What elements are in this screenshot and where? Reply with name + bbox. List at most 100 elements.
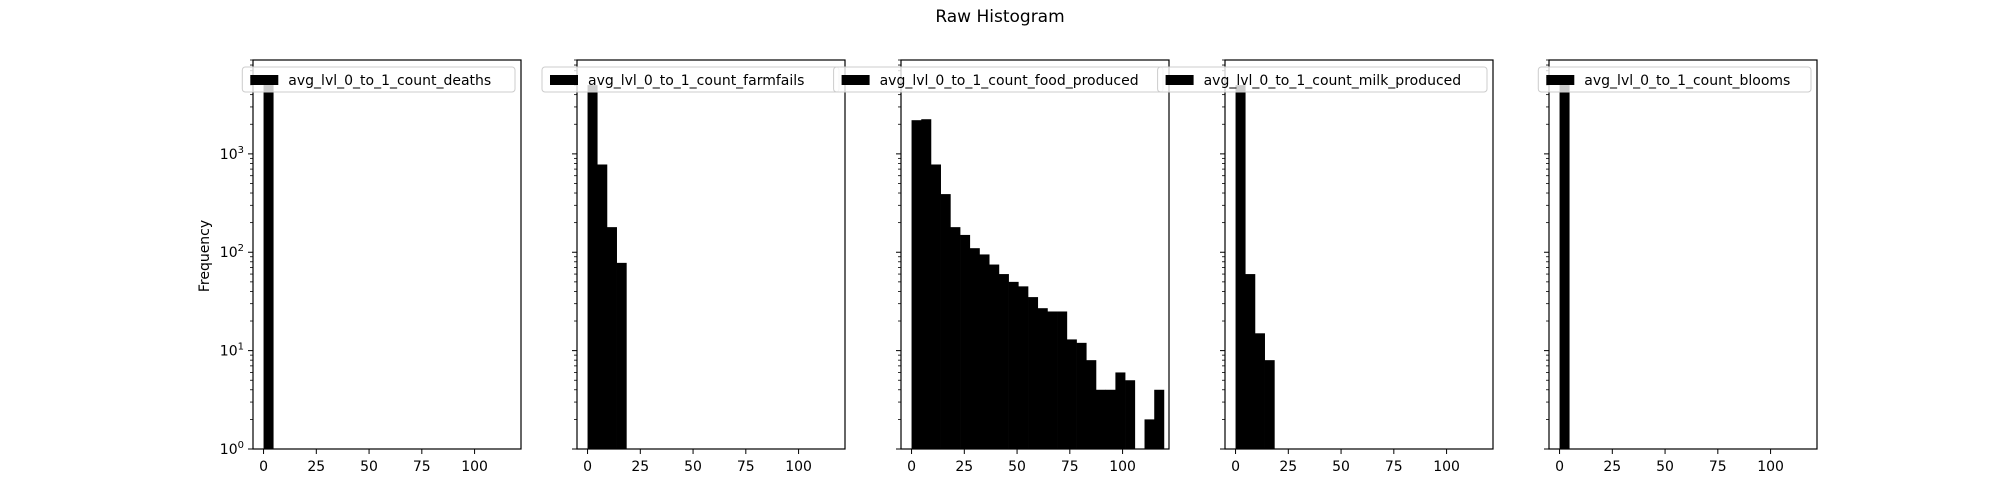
histogram-bar bbox=[1028, 297, 1039, 449]
x-tick-label: 0 bbox=[1555, 459, 1564, 475]
histogram-bar bbox=[263, 77, 274, 449]
legend-box bbox=[1157, 66, 1488, 93]
subplot-3: 0 25 50 75 100 avg_lvl_0_to_1_count_food_prod… bbox=[833, 59, 1170, 475]
x-tick-label: 100 bbox=[461, 459, 488, 475]
histogram-bar bbox=[1076, 342, 1087, 449]
subplot-2: 0 25 50 75 100 avg_lvl_0_to_1_count_farmfails bbox=[541, 59, 846, 475]
x-tick-label: 100 bbox=[1109, 459, 1136, 475]
legend-swatch bbox=[550, 75, 578, 85]
histogram-bar bbox=[1154, 389, 1165, 449]
histogram-bar bbox=[998, 274, 1009, 449]
histogram-bar bbox=[1047, 311, 1058, 449]
histogram-bar bbox=[1264, 360, 1275, 449]
legend-swatch bbox=[1165, 75, 1194, 85]
histogram-bar bbox=[1037, 308, 1048, 449]
legend-swatch bbox=[841, 75, 870, 85]
histogram-bar bbox=[1086, 360, 1097, 449]
histogram-bar bbox=[1066, 339, 1077, 449]
x-tick-label: 0 bbox=[259, 459, 268, 475]
x-tick-label: 25 bbox=[307, 459, 325, 475]
histogram-bars bbox=[263, 77, 274, 449]
legend-label: avg_lvl_0_to_1_count_deaths bbox=[288, 73, 491, 89]
histogram-bar bbox=[597, 164, 608, 450]
x-tick-label: 25 bbox=[631, 459, 649, 475]
x-tick-label: 0 bbox=[1231, 459, 1240, 475]
axes-frame bbox=[576, 59, 846, 450]
histogram-bars bbox=[911, 119, 1165, 450]
axes-frame bbox=[1548, 59, 1818, 450]
legend: avg_lvl_0_to_1_count_farmfails bbox=[541, 66, 840, 93]
legend: avg_lvl_0_to_1_count_blooms bbox=[1537, 66, 1812, 93]
legend: avg_lvl_0_to_1_count_deaths bbox=[241, 66, 516, 93]
histogram-bars bbox=[1559, 77, 1570, 449]
axes-frame bbox=[252, 59, 522, 450]
x-tick-label: 100 bbox=[1757, 459, 1784, 475]
x-tick-label: 75 bbox=[413, 459, 431, 475]
x-tick-label: 100 bbox=[785, 459, 812, 475]
histogram-bar bbox=[1008, 281, 1019, 449]
x-tick-label: 75 bbox=[1709, 459, 1727, 475]
histogram-bar bbox=[940, 194, 951, 449]
histogram-bar bbox=[1105, 389, 1116, 449]
subplot-5: 0 25 50 75 100 avg_lvl_0_to_1_count_blooms bbox=[1537, 59, 1818, 475]
histogram-bar bbox=[1144, 419, 1155, 449]
x-tick-label: 75 bbox=[1061, 459, 1079, 475]
histogram-bar bbox=[1235, 85, 1246, 450]
axes-frame bbox=[1224, 59, 1494, 450]
histogram-bars bbox=[587, 85, 627, 450]
histogram-bar bbox=[969, 248, 980, 449]
subplot-panels: 0 25 50 75 100 100 101 102 103 avg_lvl_0_to_1_cou… bbox=[220, 59, 1818, 475]
histogram-bar bbox=[989, 264, 1000, 449]
histogram-bar bbox=[1115, 372, 1126, 449]
figure-title: Raw Histogram bbox=[935, 7, 1064, 27]
histogram-bar bbox=[606, 227, 617, 449]
x-tick-label: 50 bbox=[1332, 459, 1350, 475]
legend-label: avg_lvl_0_to_1_count_food_produced bbox=[880, 73, 1139, 89]
y-tick-label: 101 bbox=[220, 342, 244, 360]
x-tick-label: 75 bbox=[1385, 459, 1403, 475]
histogram-bar bbox=[616, 262, 627, 449]
x-tick-label: 50 bbox=[360, 459, 378, 475]
x-tick-label: 50 bbox=[1656, 459, 1674, 475]
histogram-bar bbox=[930, 164, 941, 450]
y-axis-label: Frequency bbox=[197, 220, 213, 292]
histogram-bar bbox=[1095, 389, 1106, 449]
x-tick-label: 50 bbox=[1008, 459, 1026, 475]
histogram-bar bbox=[1057, 311, 1068, 449]
histogram-bars bbox=[1235, 85, 1275, 450]
histogram-bar bbox=[1559, 77, 1570, 449]
legend-box bbox=[1537, 66, 1812, 93]
histogram-bar bbox=[1254, 333, 1265, 449]
legend-label: avg_lvl_0_to_1_count_milk_produced bbox=[1204, 73, 1462, 89]
y-tick-label: 100 bbox=[220, 440, 244, 458]
x-tick-label: 0 bbox=[907, 459, 916, 475]
legend-label: avg_lvl_0_to_1_count_blooms bbox=[1584, 73, 1790, 89]
legend-box bbox=[241, 66, 516, 93]
histogram-bar bbox=[950, 227, 961, 449]
y-tick-label: 102 bbox=[220, 243, 244, 261]
x-tick-label: 25 bbox=[1603, 459, 1621, 475]
y-tick-label: 103 bbox=[220, 145, 244, 163]
x-tick-label: 100 bbox=[1433, 459, 1460, 475]
legend: avg_lvl_0_to_1_count_food_produced bbox=[833, 66, 1164, 93]
x-tick-label: 75 bbox=[737, 459, 755, 475]
histogram-bar bbox=[587, 85, 598, 450]
x-tick-label: 50 bbox=[684, 459, 702, 475]
histogram-bar bbox=[979, 254, 990, 449]
subplot-1: 0 25 50 75 100 100 101 102 103 avg_lvl_0_to_1_cou… bbox=[220, 59, 522, 475]
legend-swatch bbox=[1546, 75, 1575, 85]
axes-frame bbox=[900, 59, 1170, 450]
histogram-bar bbox=[960, 234, 971, 449]
histogram-bar bbox=[1125, 380, 1136, 449]
subplot-4: 0 25 50 75 100 avg_lvl_0_to_1_count_milk_prod… bbox=[1157, 59, 1494, 475]
histogram-bar bbox=[1245, 274, 1256, 449]
histogram-bar bbox=[921, 119, 932, 449]
x-tick-label: 0 bbox=[583, 459, 592, 475]
histogram-bar bbox=[1018, 286, 1029, 449]
x-tick-label: 25 bbox=[955, 459, 973, 475]
legend-swatch bbox=[250, 75, 279, 85]
x-tick-label: 25 bbox=[1279, 459, 1297, 475]
legend: avg_lvl_0_to_1_count_milk_produced bbox=[1157, 66, 1488, 93]
histogram-bar bbox=[911, 120, 922, 449]
